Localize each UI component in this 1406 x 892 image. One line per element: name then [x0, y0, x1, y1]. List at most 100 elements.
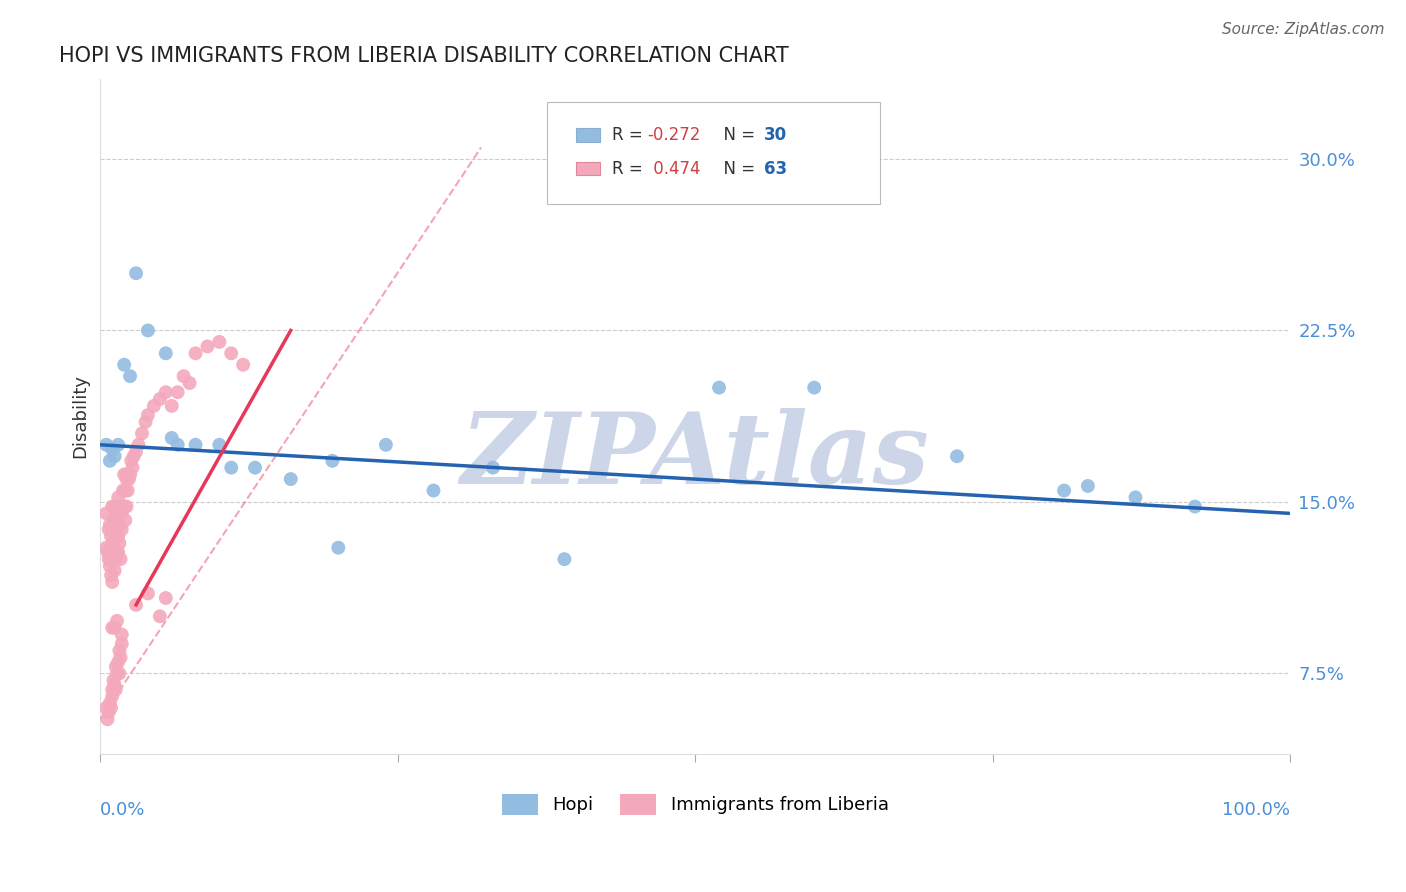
Point — [108, 643, 131, 657]
Text: HOPI VS IMMIGRANTS FROM LIBERIA DISABILITY CORRELATION CHART: HOPI VS IMMIGRANTS FROM LIBERIA DISABILI… — [59, 46, 789, 66]
FancyBboxPatch shape — [576, 161, 600, 176]
Point — [374, 438, 396, 452]
Point — [482, 460, 505, 475]
Point — [110, 650, 132, 665]
Point — [101, 500, 124, 514]
Point — [136, 586, 159, 600]
Point — [104, 621, 127, 635]
Point — [149, 609, 172, 624]
Point — [100, 568, 122, 582]
Point — [166, 385, 188, 400]
Point — [117, 483, 139, 498]
Text: -0.272: -0.272 — [648, 126, 702, 144]
Point — [107, 491, 129, 505]
Point — [125, 266, 148, 280]
Point — [104, 564, 127, 578]
Point — [110, 552, 132, 566]
Text: 100.0%: 100.0% — [1222, 801, 1291, 819]
Point — [121, 460, 143, 475]
Point — [803, 381, 825, 395]
Point — [120, 454, 142, 468]
Point — [1184, 500, 1206, 514]
Point — [321, 454, 343, 468]
Point — [184, 346, 207, 360]
Point — [160, 431, 183, 445]
Point — [155, 385, 177, 400]
Point — [105, 513, 128, 527]
Point — [120, 369, 142, 384]
Point — [208, 438, 231, 452]
Point — [97, 706, 120, 720]
Text: Source: ZipAtlas.com: Source: ZipAtlas.com — [1222, 22, 1385, 37]
Point — [136, 323, 159, 337]
Point — [243, 460, 266, 475]
Point — [105, 614, 128, 628]
Y-axis label: Disability: Disability — [72, 375, 89, 458]
Point — [232, 358, 254, 372]
Point — [111, 483, 134, 498]
Point — [96, 507, 118, 521]
Text: 63: 63 — [765, 160, 787, 178]
Point — [108, 666, 131, 681]
Point — [160, 399, 183, 413]
Point — [108, 517, 131, 532]
Point — [104, 678, 127, 692]
Point — [155, 346, 177, 360]
Point — [328, 541, 350, 555]
Point — [127, 438, 149, 452]
Point — [98, 517, 121, 532]
Text: N =: N = — [713, 160, 761, 178]
Point — [115, 472, 138, 486]
Point — [155, 591, 177, 605]
Point — [553, 552, 575, 566]
Point — [101, 682, 124, 697]
Point — [101, 442, 124, 457]
Point — [104, 500, 127, 514]
Point — [107, 545, 129, 559]
Point — [208, 334, 231, 349]
Point — [149, 392, 172, 406]
Point — [114, 483, 136, 498]
Point — [112, 467, 135, 482]
Text: ZIPAtlas: ZIPAtlas — [461, 409, 929, 505]
Point — [707, 381, 730, 395]
Point — [125, 598, 148, 612]
Point — [98, 559, 121, 574]
Point — [96, 700, 118, 714]
Point — [107, 438, 129, 452]
Point — [111, 627, 134, 641]
Point — [104, 507, 127, 521]
Point — [98, 696, 121, 710]
Point — [103, 673, 125, 688]
Point — [110, 507, 132, 521]
Point — [131, 426, 153, 441]
Text: 0.0%: 0.0% — [100, 801, 146, 819]
Point — [98, 454, 121, 468]
Point — [179, 376, 201, 390]
Text: R =: R = — [612, 126, 648, 144]
Point — [280, 472, 302, 486]
Point — [112, 500, 135, 514]
Point — [114, 513, 136, 527]
Point — [122, 449, 145, 463]
Point — [101, 574, 124, 589]
Point — [104, 682, 127, 697]
Point — [111, 507, 134, 521]
Point — [115, 500, 138, 514]
Point — [107, 500, 129, 514]
Point — [96, 545, 118, 559]
Point — [101, 690, 124, 704]
Point — [1077, 479, 1099, 493]
Point — [107, 529, 129, 543]
Point — [166, 438, 188, 452]
Point — [136, 408, 159, 422]
Point — [100, 700, 122, 714]
Point — [173, 369, 195, 384]
Point — [118, 472, 141, 486]
Point — [104, 659, 127, 673]
Text: 30: 30 — [765, 126, 787, 144]
Point — [104, 449, 127, 463]
Point — [112, 358, 135, 372]
Point — [96, 541, 118, 555]
Point — [97, 552, 120, 566]
